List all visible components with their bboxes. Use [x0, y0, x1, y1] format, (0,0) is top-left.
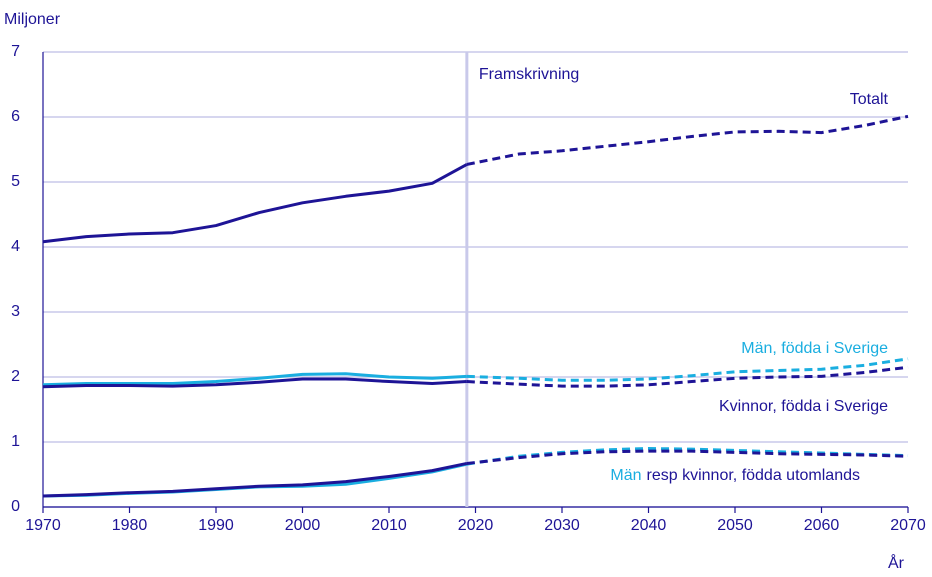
annotation-part: resp kvinnor, födda utomlands [647, 467, 860, 484]
line [42, 377, 467, 389]
y-tick-label: 6 [11, 108, 20, 125]
annotation: Män resp kvinnor, födda utomlands [610, 467, 860, 484]
x-tick-label: 2010 [371, 517, 407, 534]
line [42, 372, 467, 387]
y-tick-label: 4 [11, 238, 20, 255]
x-tick-label: 2050 [717, 517, 753, 534]
series-label: Totalt [850, 91, 889, 108]
projected-line [466, 114, 909, 166]
x-tick-label: 2030 [544, 517, 580, 534]
x-tick-label: 2020 [458, 517, 494, 534]
y-tick-label: 0 [11, 498, 20, 515]
x-tick-label: 2000 [285, 517, 321, 534]
x-tick-label: 2070 [890, 517, 926, 534]
line [42, 462, 468, 498]
projection-label: Framskrivning [479, 66, 579, 83]
projected-line [466, 449, 909, 465]
annotation-part: Män [610, 467, 641, 484]
projected-line [466, 357, 909, 382]
x-tick-label: 1990 [198, 517, 234, 534]
series-label: Män, födda i Sverige [741, 340, 888, 357]
line [42, 461, 468, 498]
y-tick-label: 5 [11, 173, 20, 190]
x-tick-label: 1980 [112, 517, 148, 534]
y-tick-label: 1 [11, 433, 20, 450]
projected-line [466, 365, 909, 388]
y-axis-label: Miljoner [4, 11, 61, 28]
line [42, 163, 468, 244]
y-tick-label: 7 [11, 43, 20, 60]
x-tick-label: 1970 [25, 517, 61, 534]
x-tick-label: 2060 [804, 517, 840, 534]
series-label: Kvinnor, födda i Sverige [719, 398, 888, 415]
y-tick-label: 3 [11, 303, 20, 320]
y-tick-label: 2 [11, 368, 20, 385]
x-tick-label: 2040 [631, 517, 667, 534]
x-axis-label: År [888, 553, 905, 572]
